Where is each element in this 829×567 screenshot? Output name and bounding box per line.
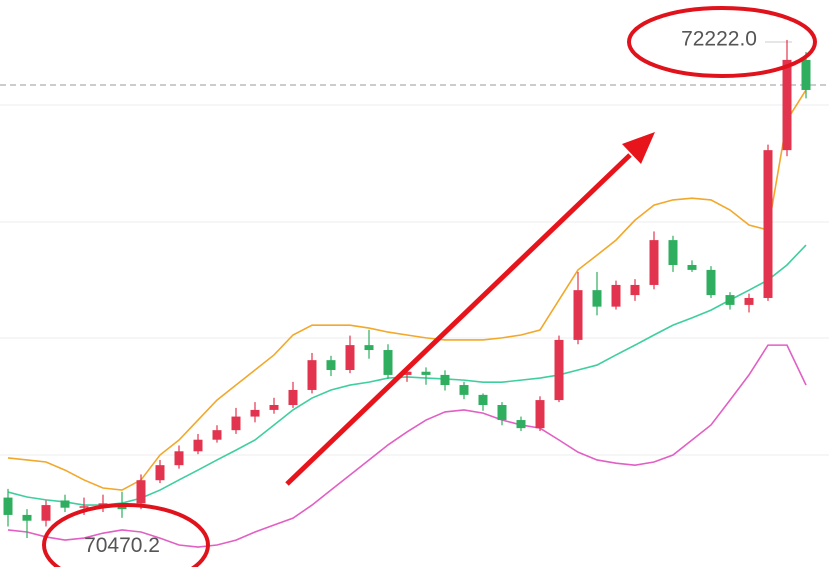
candle-body — [592, 290, 602, 307]
candle-body — [573, 290, 583, 340]
candle-body — [79, 506, 89, 508]
background-grid — [0, 41, 829, 456]
candle-body — [364, 345, 374, 351]
candle-body — [782, 59, 792, 151]
candle-body — [668, 240, 678, 265]
arrow-head — [622, 132, 655, 164]
price-label: 72222.0 — [681, 27, 757, 50]
candle-body — [250, 409, 260, 417]
candle-body — [402, 371, 412, 375]
candle-body — [687, 264, 697, 270]
candle-body — [535, 400, 545, 429]
candle-body — [497, 405, 507, 421]
overlay-lines — [7, 89, 807, 548]
candle-body — [459, 385, 469, 395]
candle-body — [763, 150, 773, 298]
high-circle — [627, 6, 817, 78]
candle-body — [3, 497, 13, 515]
candle-body — [706, 269, 716, 296]
candle-body — [193, 439, 203, 452]
candle-body — [307, 360, 317, 390]
candle-body — [421, 371, 431, 375]
trend-arrow — [285, 153, 632, 486]
price-label: 70470.2 — [84, 534, 160, 557]
candle-body — [611, 284, 621, 307]
candle-body — [630, 284, 640, 296]
candle-body — [288, 389, 298, 405]
candle-body — [801, 59, 811, 90]
candle-body — [326, 360, 336, 370]
candle-body — [136, 480, 146, 504]
candles — [3, 39, 811, 539]
candle-body — [212, 430, 222, 440]
candle-body — [516, 420, 526, 429]
candle-body — [725, 295, 735, 305]
candle-body — [41, 505, 51, 521]
annotations: 72222.0 70470.2 — [84, 27, 757, 557]
candle-body — [649, 240, 659, 285]
candle-body — [345, 345, 355, 370]
candle-body — [744, 297, 754, 305]
candle-body — [231, 416, 241, 431]
candle-body — [269, 405, 279, 410]
ma-line — [7, 344, 807, 548]
candle-body — [22, 514, 32, 521]
candle-body — [174, 451, 184, 466]
candle-body — [60, 500, 70, 508]
candle-body — [383, 350, 393, 375]
candle-body — [478, 394, 488, 405]
ma-line — [7, 89, 807, 491]
candle-body — [155, 465, 165, 481]
candle-body — [440, 374, 450, 386]
highlights — [42, 6, 817, 567]
candle-body — [554, 339, 564, 401]
low-circle — [42, 503, 210, 567]
